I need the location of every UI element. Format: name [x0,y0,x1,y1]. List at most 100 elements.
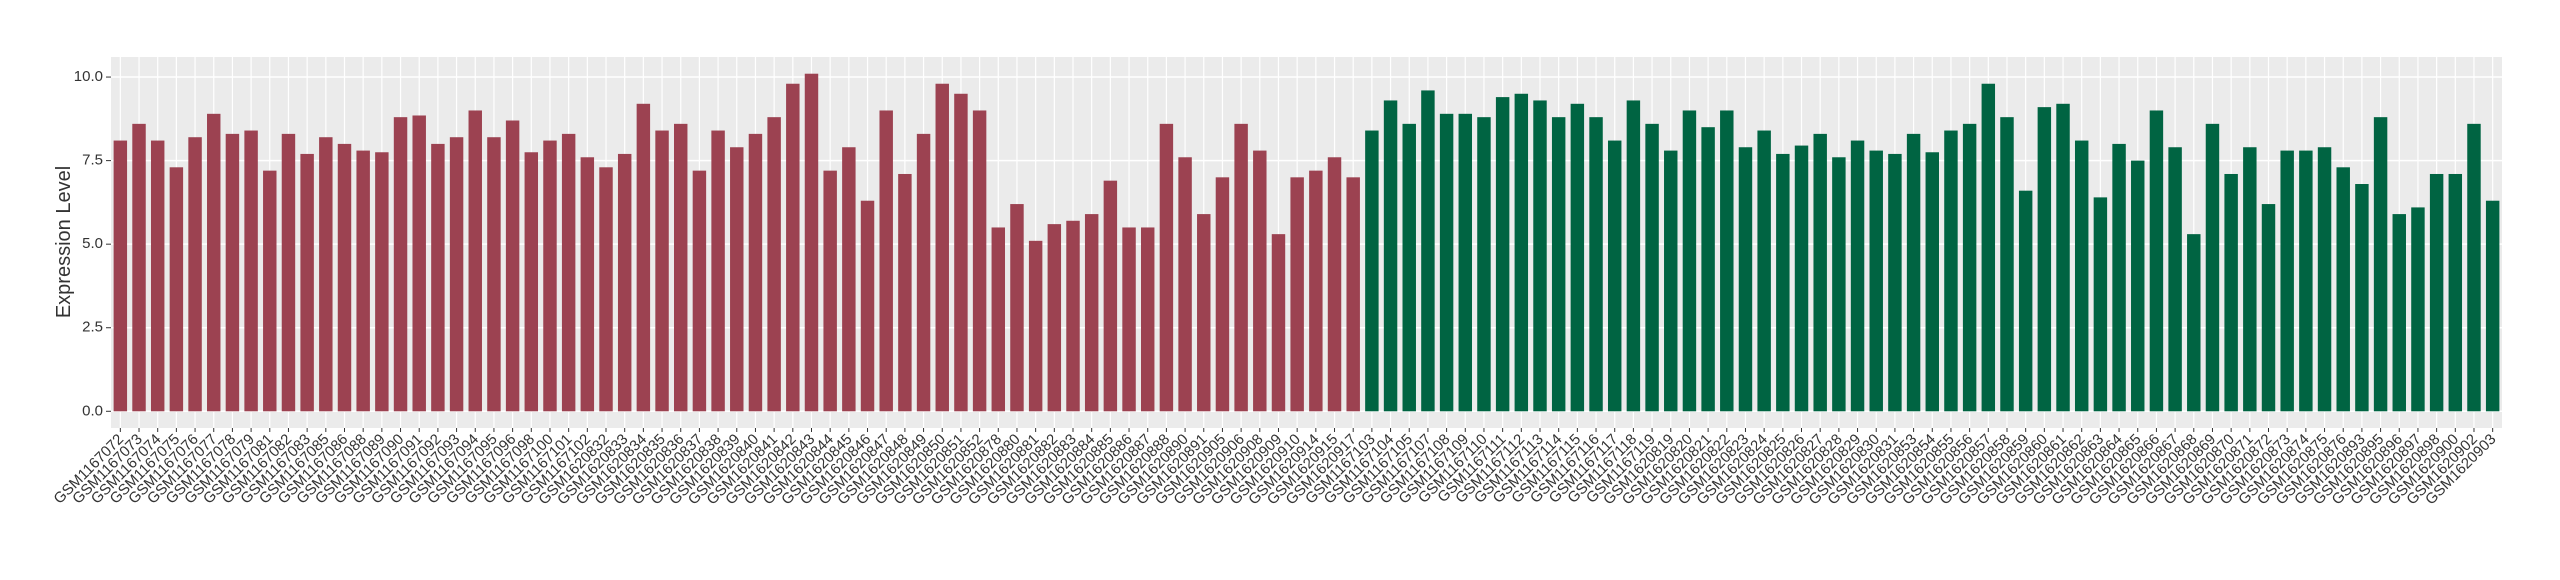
bar [225,133,240,412]
bar [319,137,333,412]
bar [1738,147,1753,412]
bar [487,137,501,412]
bar [580,157,595,412]
bar [1776,153,1790,412]
bar [1514,93,1529,412]
y-tick-label: 5.0 [82,235,103,252]
bar [1346,177,1360,412]
bar [655,130,669,412]
bar [1813,133,1827,412]
bar [2261,204,2276,412]
bar [2317,147,2332,412]
bar [1103,180,1118,412]
bar [1327,157,1342,412]
bar [692,170,707,412]
bar [767,117,781,412]
bar [1421,90,1435,412]
bar [1888,153,1902,412]
bar [1589,117,1603,412]
bar [2243,147,2257,412]
bar [524,152,539,412]
bar [730,147,744,412]
bar [599,167,613,412]
y-tick-label: 2.5 [82,319,103,336]
bar [1178,157,1192,412]
bar [2224,173,2238,412]
bar [2149,110,2164,412]
bar [449,137,464,412]
bar [2429,173,2444,412]
bar [2485,200,2500,412]
y-tick-label: 10.0 [74,68,103,85]
bar [1458,113,1473,412]
bar [1551,117,1566,412]
bar [2168,147,2182,412]
bar [617,153,632,412]
bar [1832,157,1846,412]
bar [1439,113,1454,412]
bar [393,117,408,412]
bar [1047,224,1062,412]
bar [823,170,837,412]
bar [2280,150,2294,412]
bar [300,153,314,412]
bar [2037,107,2052,412]
bar [2205,123,2220,412]
bar [1607,140,1622,412]
bar [337,143,352,412]
bar [1570,103,1585,412]
bar [1794,145,1809,412]
bar [1402,123,1416,412]
bar [281,133,296,412]
bar [1140,227,1155,412]
bar [898,173,912,412]
bar [1925,152,1939,412]
bar [842,147,856,412]
bar [1981,83,1996,412]
y-tick-label: 0.0 [82,402,103,419]
bar [1309,170,1323,412]
bar [1962,123,1977,412]
bar [543,140,557,412]
bar [2373,117,2388,412]
bar [207,113,221,412]
bar [748,133,763,412]
bar [188,137,202,412]
bar [1944,130,1958,412]
bar [1290,177,1304,412]
bar [1682,110,1697,412]
bar [2299,150,2313,412]
labels: 0.02.55.07.510.0GSM1167072GSM1167073GSM1… [50,68,2499,508]
bar [1645,123,1659,412]
bar [412,115,426,412]
bar [636,103,651,412]
bar [1533,100,1547,412]
bar [2187,234,2201,412]
bar [1850,140,1865,412]
bar [1084,214,1099,412]
bar [1234,123,1248,412]
bar [431,143,445,412]
bar [1869,150,1883,412]
bar [113,140,128,412]
bar [1701,127,1715,412]
bar [916,133,931,412]
bar [972,110,987,412]
bar [1720,110,1734,412]
bar [804,73,819,412]
bar [375,152,389,412]
bar [879,110,893,412]
bar [1122,227,1136,412]
bars [113,73,2500,412]
bar [2131,160,2145,412]
bar [2000,117,2014,412]
bar [1271,234,1286,412]
bar [1010,204,1024,412]
bar [2411,207,2425,412]
bar [1757,130,1771,412]
y-tick-label: 7.5 [82,152,103,169]
bar [1906,133,1921,412]
bar [1626,100,1641,412]
bar [1028,240,1043,412]
bar [468,110,482,412]
